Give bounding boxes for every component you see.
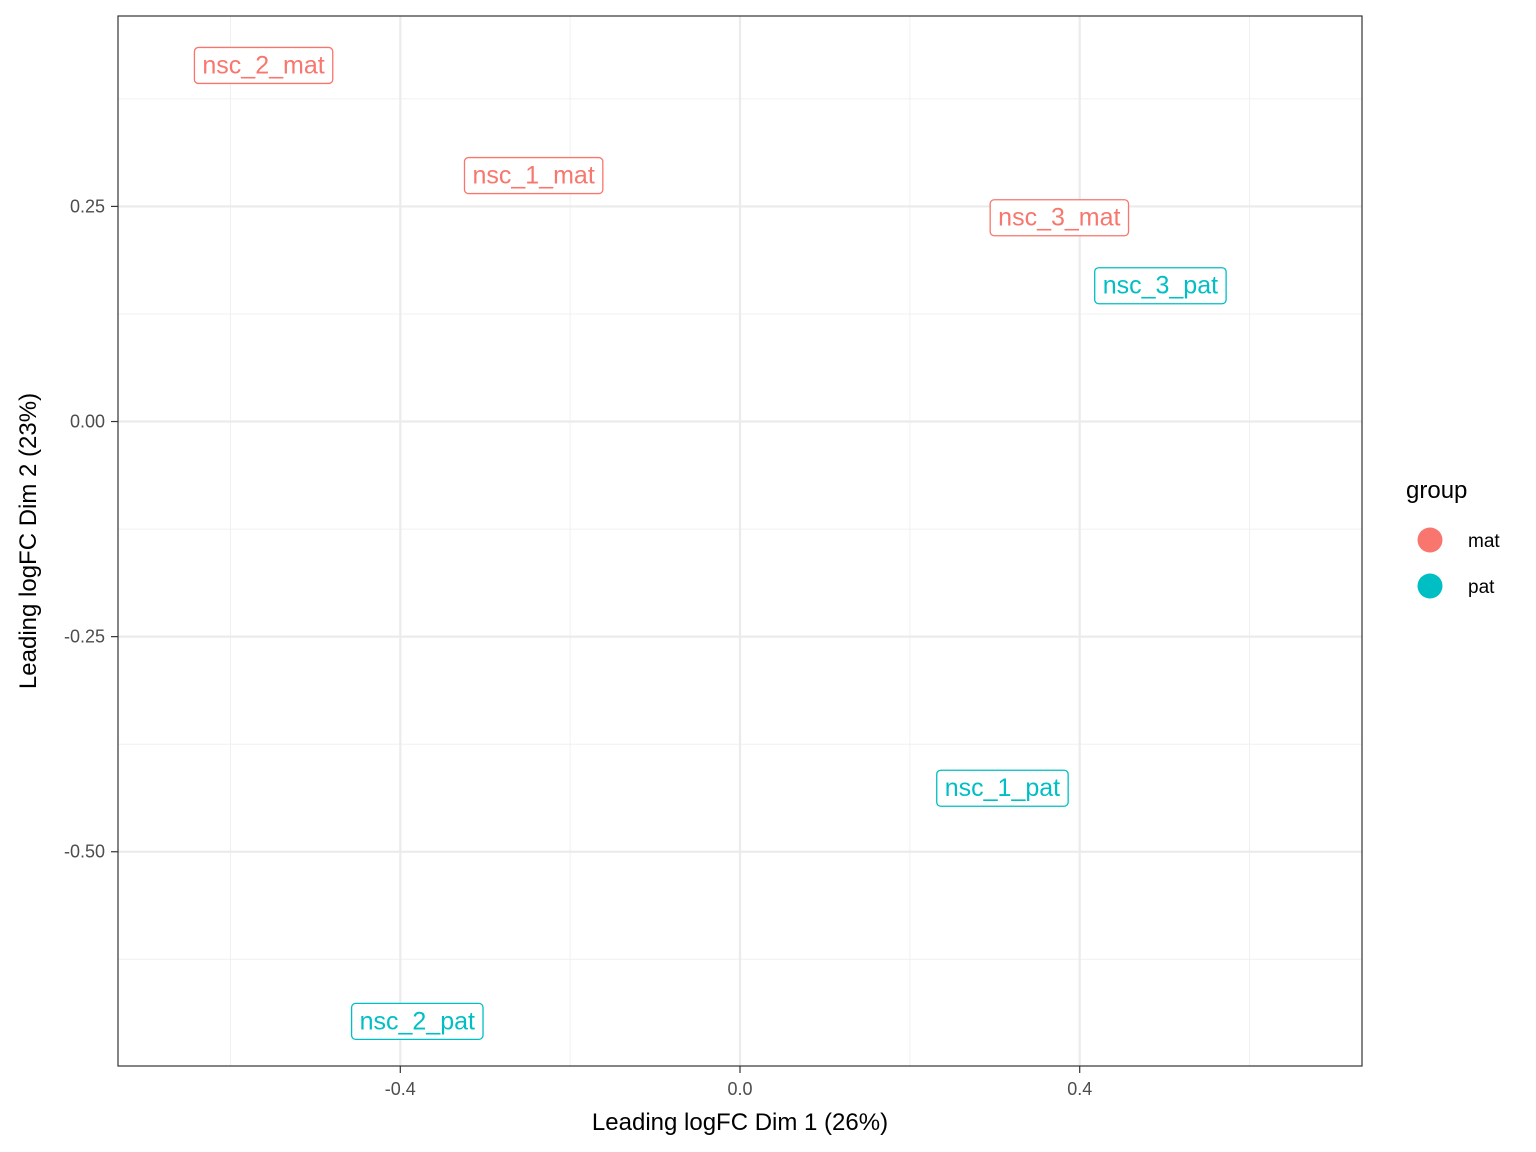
point-label-nsc_2_pat: nsc_2_pat: [350, 1002, 484, 1041]
legend: group mat pat: [1406, 477, 1500, 599]
y-tick-label: -0.25: [64, 627, 105, 647]
legend-label-pat: pat: [1468, 577, 1495, 598]
point-labels: nsc_2_mat nsc_1_mat nsc_3_mat nsc_3_pat nsc_…: [193, 46, 1227, 1041]
point-label-box: [989, 199, 1130, 237]
y-tick-label: -0.50: [64, 842, 105, 862]
y-axis: 0.25 0.00 -0.25 -0.50: [64, 196, 118, 862]
legend-label-mat: mat: [1468, 531, 1500, 552]
point-label-nsc_1_mat: nsc_1_mat: [463, 156, 604, 195]
point-label-nsc_3_mat: nsc_3_mat: [989, 199, 1130, 237]
legend-title: group: [1406, 477, 1467, 504]
point-label-nsc_1_pat: nsc_1_pat: [936, 769, 1069, 807]
point-label-nsc_2_mat: nsc_2_mat: [193, 46, 334, 85]
point-label-text: nsc_3_pat: [1103, 272, 1218, 300]
x-tick-label: 0.0: [727, 1079, 752, 1099]
legend-key-mat: [1417, 527, 1443, 553]
point-label-box: [936, 769, 1069, 807]
y-tick-label: 0.25: [70, 196, 105, 216]
point-label-box: [1094, 267, 1227, 305]
x-axis: -0.4 0.0 0.4: [385, 1066, 1092, 1099]
y-axis-title: Leading logFC Dim 2 (23%): [15, 393, 42, 689]
point-label-text: nsc_1_pat: [945, 774, 1060, 802]
x-axis-title: Leading logFC Dim 1 (26%): [592, 1109, 888, 1136]
point-label-text: nsc_2_pat: [360, 1007, 475, 1035]
point-label-text: nsc_1_mat: [472, 162, 594, 190]
x-tick-label: 0.4: [1067, 1079, 1092, 1099]
major-gridlines: [118, 16, 1362, 1066]
legend-key-pat: [1417, 573, 1443, 599]
point-label-box: [193, 46, 334, 85]
x-tick-label: -0.4: [385, 1079, 416, 1099]
y-tick-label: 0.00: [70, 412, 105, 432]
point-label-box: [350, 1002, 484, 1041]
point-label-text: nsc_3_mat: [998, 204, 1120, 232]
point-label-nsc_3_pat: nsc_3_pat: [1094, 267, 1227, 305]
point-label-text: nsc_2_mat: [202, 51, 324, 79]
point-label-box: [463, 156, 604, 195]
